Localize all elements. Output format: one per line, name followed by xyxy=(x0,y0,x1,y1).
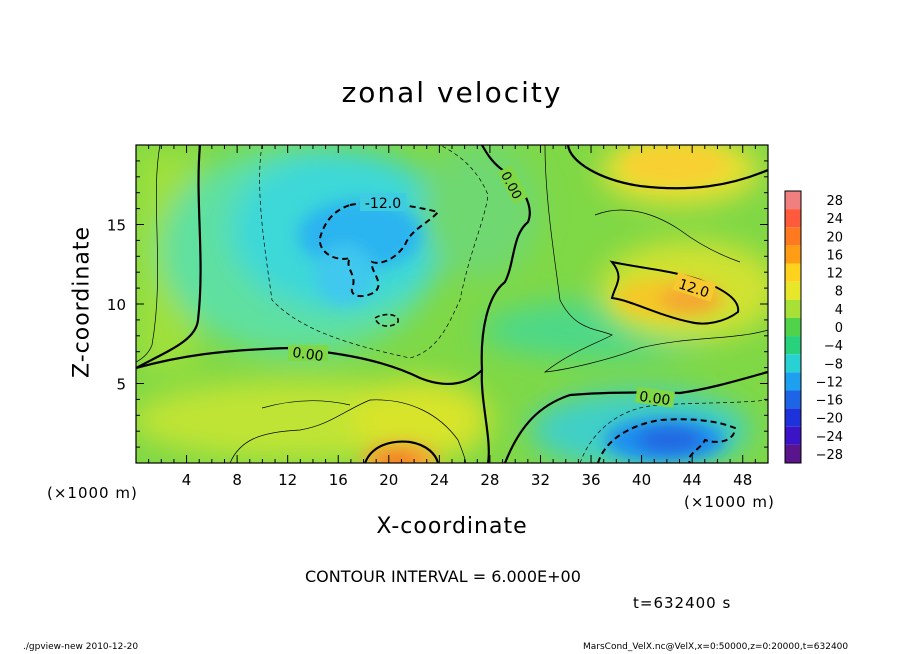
x-tick-label: 16 xyxy=(329,471,348,489)
colorbar-label: 0 xyxy=(835,321,843,336)
y-axis-unit: (×1000 m) xyxy=(47,484,138,502)
colorbar-frame xyxy=(784,190,802,464)
colorbar-swatch xyxy=(785,336,801,355)
contour-interval: CONTOUR INTERVAL = 6.000E+00 xyxy=(305,567,581,586)
y-tick-label: 5 xyxy=(116,376,126,394)
x-tick-label: 28 xyxy=(480,471,499,489)
x-axis-label-text: X-coordinate xyxy=(376,514,528,539)
colorbar-label: 12 xyxy=(826,267,843,282)
colorbar-swatch xyxy=(785,281,801,300)
x-tick-label: 4 xyxy=(182,471,192,489)
x-tick-label: 44 xyxy=(683,471,702,489)
colorbar: 28 24 20 16 12 8 4 0 −4 −8 −12 −16 −20 −24 −28 xyxy=(784,190,843,464)
colorbar-label: −24 xyxy=(816,430,843,445)
x-tick-label: 12 xyxy=(278,471,297,489)
colorbar-swatch xyxy=(785,299,801,318)
colorbar-swatch xyxy=(785,209,801,228)
colorbar-label: 8 xyxy=(835,285,843,300)
contour-label-zero-left: 0.00 xyxy=(291,345,324,365)
x-tick-label: 24 xyxy=(430,471,449,489)
colorbar-swatch xyxy=(785,191,801,210)
colorbar-swatch xyxy=(785,444,801,463)
x-tick-label: 20 xyxy=(379,471,398,489)
colorbar-label: −8 xyxy=(824,357,843,372)
colorbar-label: −16 xyxy=(816,394,843,409)
colorbar-label: 4 xyxy=(835,303,843,318)
colorbar-swatch xyxy=(785,372,801,391)
colorbar-label: −20 xyxy=(816,412,843,427)
chart-title: zonal velocity xyxy=(341,76,563,109)
velocity-field xyxy=(136,145,768,463)
colorbar-swatch xyxy=(785,317,801,337)
colorbar-swatch xyxy=(785,263,801,282)
footer-left: ./gpview-new 2010-12-20 xyxy=(23,642,139,652)
y-tick-label: 10 xyxy=(107,296,126,314)
colorbar-swatch xyxy=(785,245,801,264)
colorbar-swatch xyxy=(785,426,801,445)
x-tick-label: 48 xyxy=(733,471,752,489)
colorbar-label: 20 xyxy=(826,230,843,245)
y-tick-label: 15 xyxy=(107,217,126,235)
x-axis-label: X-coordinate xyxy=(0,514,904,539)
colorbar-label: −28 xyxy=(816,448,843,463)
colorbar-swatch xyxy=(785,408,801,427)
x-axis-unit: (×1000 m) xyxy=(684,493,775,511)
y-axis-label: Z-coordinate xyxy=(69,226,95,378)
colorbar-label: −12 xyxy=(816,375,843,390)
colorbar-swatch xyxy=(785,390,801,409)
footer-right: MarsCond_VelX.nc@VelX,x=0:50000,z=0:2000… xyxy=(583,642,849,652)
contour-label-min: -12.0 xyxy=(365,196,401,212)
time-label: t=632400 s xyxy=(633,594,732,612)
contour-label-zero-right: 0.00 xyxy=(638,389,671,409)
x-tick-label: 40 xyxy=(632,471,651,489)
colorbar-label: 24 xyxy=(826,212,843,227)
colorbar-label: −4 xyxy=(824,339,843,354)
x-tick-label: 36 xyxy=(581,471,600,489)
x-tick-label: 32 xyxy=(531,471,550,489)
colorbar-label: 16 xyxy=(826,248,843,263)
colorbar-swatch xyxy=(785,227,801,246)
colorbar-label: 28 xyxy=(826,194,843,209)
x-tick-label: 8 xyxy=(232,471,242,489)
colorbar-swatch xyxy=(785,354,801,373)
